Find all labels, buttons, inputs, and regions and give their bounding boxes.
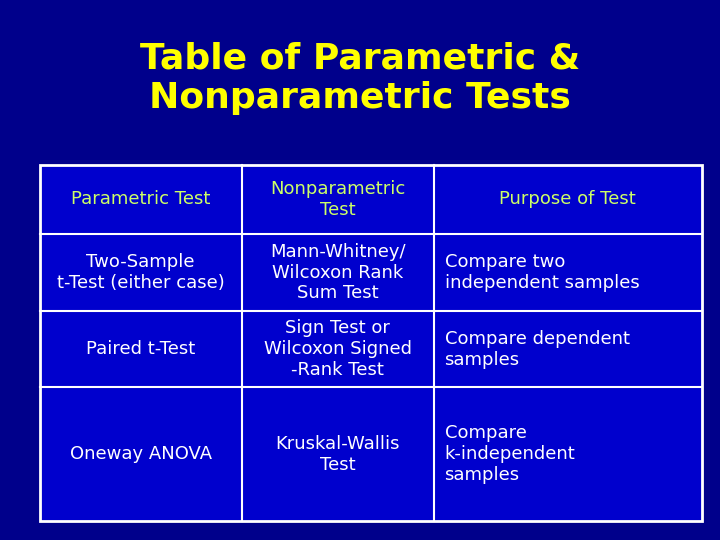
Bar [40,165,702,521]
Text: Nonparametric
Test: Nonparametric Test [270,180,405,219]
Text: Table of Parametric &
Nonparametric Tests: Table of Parametric & Nonparametric Test… [140,42,580,115]
Text: Compare
k-independent
samples: Compare k-independent samples [444,424,575,484]
Text: Sign Test or
Wilcoxon Signed
-Rank Test: Sign Test or Wilcoxon Signed -Rank Test [264,319,412,379]
Text: Purpose of Test: Purpose of Test [500,191,636,208]
Bar [40,165,702,521]
Text: Parametric Test: Parametric Test [71,191,210,208]
Text: Compare dependent
samples: Compare dependent samples [444,330,629,368]
Text: Oneway ANOVA: Oneway ANOVA [70,446,212,463]
Text: Compare two
independent samples: Compare two independent samples [444,253,639,292]
Text: Two-Sample
t-Test (either case): Two-Sample t-Test (either case) [57,253,225,292]
Text: Paired t-Test: Paired t-Test [86,340,195,358]
Text: Kruskal-Wallis
Test: Kruskal-Wallis Test [276,435,400,474]
Text: Mann-Whitney/
Wilcoxon Rank
Sum Test: Mann-Whitney/ Wilcoxon Rank Sum Test [270,242,405,302]
